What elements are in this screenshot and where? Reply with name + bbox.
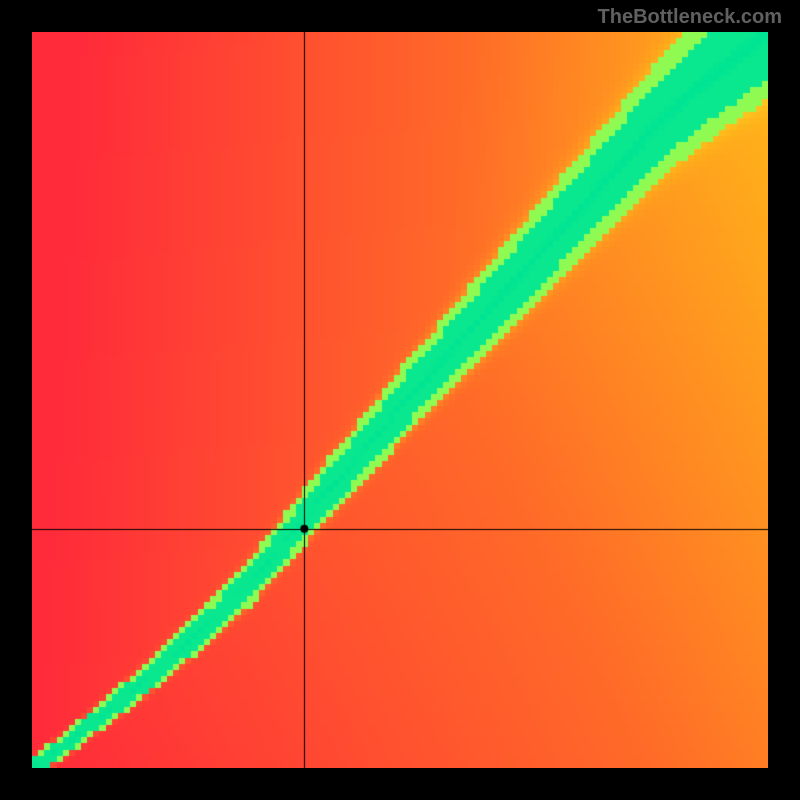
chart-container: TheBottleneck.com (0, 0, 800, 800)
crosshair-overlay (32, 32, 768, 768)
watermark-text: TheBottleneck.com (598, 6, 782, 29)
